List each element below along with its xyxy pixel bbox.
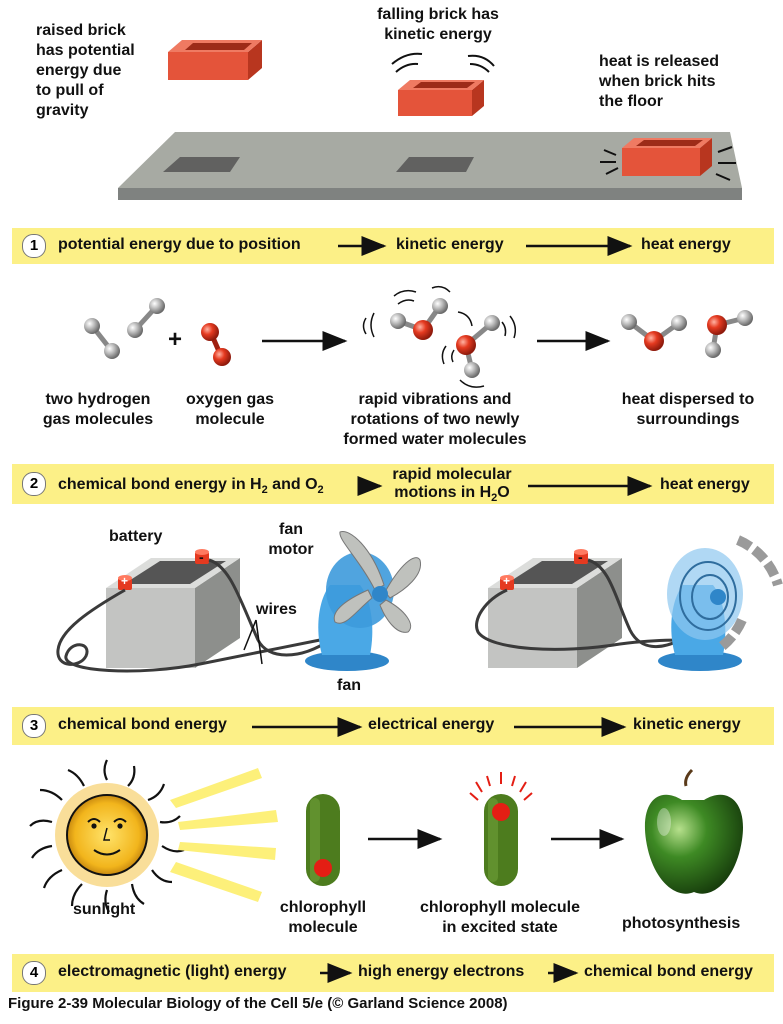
fan-1: [305, 531, 421, 671]
battery-1-plus: +: [121, 574, 129, 588]
label-heat-released: heat is released when brick hits the flo…: [599, 53, 720, 110]
label-fan: fan: [337, 677, 361, 694]
band-3: [12, 707, 774, 745]
label-chlorophyll-excited: chlorophyll molecule in excited state: [419, 899, 581, 936]
band-1-step2: kinetic energy: [396, 236, 504, 253]
landed-brick: [600, 138, 736, 181]
battery-1: [106, 549, 240, 668]
band-2-step3: heat energy: [660, 476, 750, 493]
band-1: [12, 228, 774, 264]
wire-1b: [56, 588, 321, 673]
band-3-arrows: [252, 717, 627, 737]
figure-caption: Figure 2-39 Molecular Biology of the Cel…: [8, 995, 508, 1012]
plus-sign: +: [168, 326, 183, 353]
dispersed-water-molecules: [621, 310, 753, 358]
band-1-arrows: [338, 236, 633, 256]
band-1-number: 1: [22, 234, 46, 258]
label-falling-brick: falling brick has kinetic energy: [377, 6, 499, 43]
band-4-step1: electromagnetic (light) energy: [58, 963, 287, 980]
wire-2b: [475, 588, 691, 651]
battery-2-plus: +: [503, 574, 511, 588]
battery-2-minus: -: [578, 549, 583, 565]
wires-pointer-b: [255, 619, 263, 665]
chlorophyll-ground: [306, 794, 340, 886]
label-heat-dispersed: heat dispersed to surroundings: [621, 391, 755, 428]
band-3-step1: chemical bond energy: [58, 716, 227, 733]
band-4: [12, 954, 774, 992]
label-raised-brick: raised brick has potential energy due to…: [36, 22, 135, 119]
band-4-step2: high energy electrons: [358, 963, 525, 980]
battery-1-minus: -: [199, 549, 204, 565]
label-chlorophyll: chlorophyll molecule: [279, 899, 367, 936]
label-battery: battery: [109, 528, 163, 545]
band-4-number: 4: [22, 961, 46, 985]
band-2-step1: chemical bond energy in H2 and O2: [58, 476, 324, 497]
label-fan-motor: fan motor: [268, 521, 314, 558]
wires-pointer-a: [243, 619, 257, 651]
band-1-step1: potential energy due to position: [58, 236, 301, 253]
band-2-number: 2: [22, 472, 46, 496]
label-water-vibrations: rapid vibrations and rotations of two ne…: [343, 391, 527, 448]
raised-brick: [168, 40, 262, 80]
label-oxygen: oxygen gas molecule: [185, 391, 275, 428]
falling-brick: [391, 52, 495, 116]
oxygen-molecule: [201, 323, 231, 366]
band-3-number: 3: [22, 714, 46, 738]
band-4-arrows: [320, 963, 579, 983]
light-rays: [170, 768, 278, 902]
fan-2-spinning: [658, 535, 783, 671]
hydrogen-molecules: [84, 298, 165, 359]
chlorophyll-excited: [469, 772, 533, 886]
label-sunlight: sunlight: [73, 901, 136, 918]
band-1-step3: heat energy: [641, 236, 731, 253]
apple-drawing: [644, 768, 744, 894]
label-wires: wires: [256, 601, 297, 618]
wire-2a: [587, 558, 681, 649]
band-3-step2: electrical energy: [368, 716, 495, 733]
sun-drawing: [29, 759, 185, 913]
band-2-step2: rapid molecular motions in H2O: [392, 466, 512, 505]
label-hydrogen: two hydrogen gas molecules: [42, 391, 154, 428]
band-4-step3: chemical bond energy: [584, 963, 753, 980]
band-3-step3: kinetic energy: [633, 716, 741, 733]
vibrating-water-molecules: [362, 285, 517, 388]
floor-slab: [118, 132, 742, 200]
band-2-arrows: [357, 476, 653, 496]
label-photosynthesis: photosynthesis: [622, 915, 741, 932]
